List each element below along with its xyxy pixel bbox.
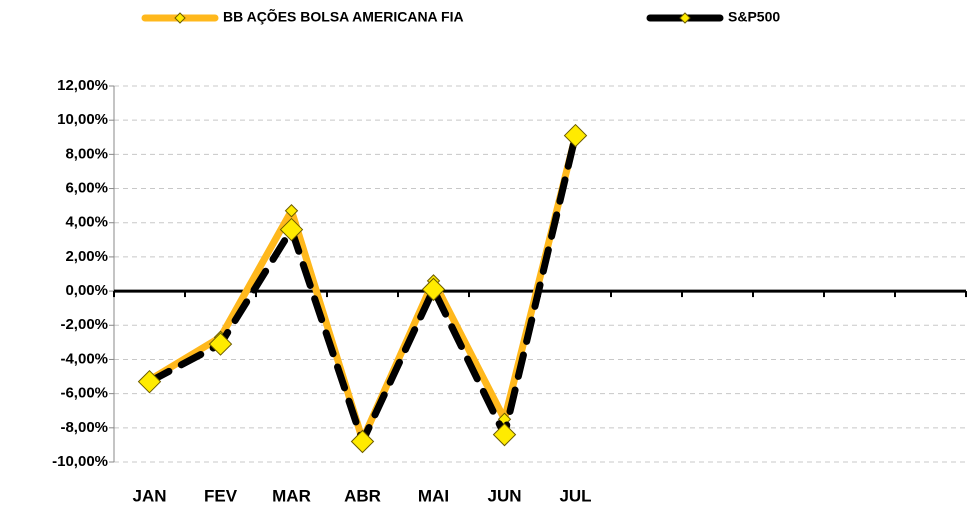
y-tick-label: -10,00%	[52, 453, 108, 470]
y-tick-label: -4,00%	[60, 350, 108, 367]
x-tick-label: JAN	[132, 486, 166, 505]
y-tick-label: -8,00%	[60, 419, 108, 436]
y-tick-label: -2,00%	[60, 316, 108, 333]
legend-label: S&P500	[728, 9, 780, 25]
x-tick-label: MAR	[272, 486, 311, 505]
x-tick-label: JUN	[487, 486, 521, 505]
marker	[279, 217, 304, 242]
marker	[421, 277, 446, 302]
y-tick-label: 8,00%	[65, 145, 108, 162]
marker	[137, 369, 162, 394]
x-tick-label: FEV	[204, 486, 238, 505]
x-tick-label: JUL	[559, 486, 591, 505]
y-tick-label: 0,00%	[65, 282, 108, 299]
series-line	[146, 132, 579, 445]
y-tick-label: 2,00%	[65, 248, 108, 265]
marker	[563, 123, 588, 148]
legend-label: BB AÇÕES BOLSA AMERICANA FIA	[223, 8, 464, 25]
marker	[208, 332, 233, 356]
y-tick-label: 6,00%	[65, 180, 108, 197]
marker	[284, 204, 299, 218]
y-tick-label: -6,00%	[60, 385, 108, 402]
marker	[492, 422, 517, 447]
x-tick-label: MAI	[418, 486, 449, 505]
y-tick-label: 4,00%	[65, 214, 108, 231]
marker	[350, 429, 375, 454]
x-tick-label: ABR	[344, 486, 381, 505]
legend-marker	[679, 12, 691, 24]
legend-marker	[174, 12, 186, 24]
y-tick-label: 10,00%	[57, 111, 108, 128]
y-tick-label: 12,00%	[57, 77, 108, 94]
